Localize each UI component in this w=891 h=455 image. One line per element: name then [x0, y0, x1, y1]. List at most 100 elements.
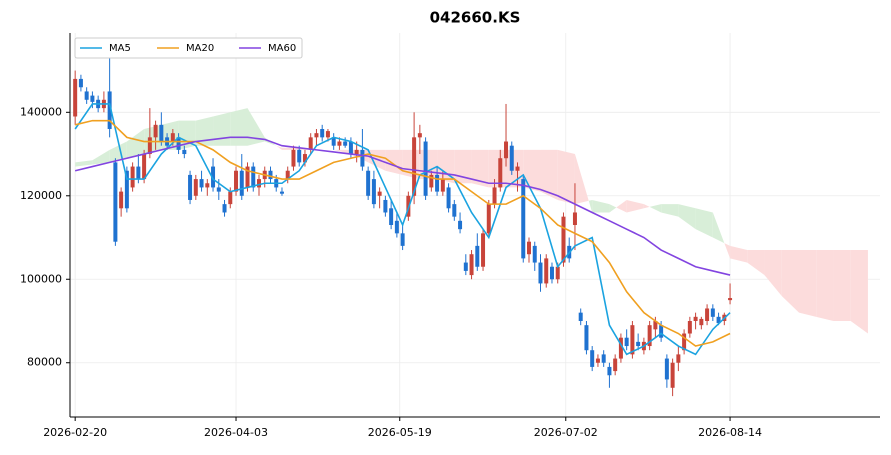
candle-body: [147, 137, 152, 155]
candle-body: [211, 166, 216, 188]
legend-label: MA5: [109, 43, 131, 54]
cloud: [850, 250, 868, 334]
candle-body: [435, 174, 440, 192]
candle-body: [107, 91, 112, 129]
cloud: [712, 212, 725, 244]
cloud: [126, 129, 145, 159]
candle-body: [607, 366, 612, 376]
candle-body: [561, 216, 566, 263]
candle-body: [325, 131, 330, 138]
candle-body: [630, 325, 635, 355]
candle-body: [251, 166, 256, 188]
y-tick-label: 80000: [27, 356, 62, 369]
x-tick-label: 2026-08-14: [698, 426, 762, 439]
cloud: [385, 149, 403, 175]
candle-body: [337, 141, 342, 146]
candle-body: [716, 316, 721, 324]
cloud: [264, 137, 277, 146]
candle-body: [234, 170, 239, 192]
candle-body: [572, 212, 577, 225]
cloud: [230, 108, 248, 146]
candle-body: [84, 91, 89, 100]
candle-body: [343, 141, 348, 146]
candle-body: [705, 308, 710, 321]
x-tick-label: 2026-04-03: [204, 426, 268, 439]
candle-body: [664, 358, 669, 380]
cloud: [471, 149, 489, 188]
cloud: [781, 250, 799, 313]
x-tick-label: 2026-05-19: [368, 426, 432, 439]
legend-label: MA60: [268, 43, 296, 54]
candle-body: [423, 141, 428, 196]
candle-body: [394, 220, 399, 234]
candle-body: [693, 316, 698, 321]
y-tick-label: 100000: [20, 272, 62, 285]
candle-body: [699, 318, 704, 326]
candle-body: [601, 354, 606, 363]
cloud: [678, 204, 696, 230]
candle-body: [113, 162, 118, 242]
candle-body: [613, 358, 618, 372]
candle-body: [728, 298, 733, 301]
cloud: [488, 149, 507, 188]
candle-body: [446, 187, 451, 209]
candle-body: [647, 325, 652, 347]
candle-body: [595, 358, 600, 363]
ma-line: [74, 136, 731, 276]
cloud: [643, 204, 650, 209]
candle-body: [670, 362, 675, 388]
candle-body: [314, 133, 319, 138]
candle-body: [119, 191, 124, 209]
candle-body: [527, 241, 531, 255]
candle-body: [228, 191, 233, 205]
cloud: [195, 116, 214, 146]
candle-body: [452, 204, 457, 217]
candle-body: [544, 258, 549, 284]
cloud: [419, 149, 438, 180]
candle-body: [279, 191, 284, 194]
candle-body: [199, 179, 204, 188]
candle-body: [687, 321, 692, 334]
candle-body: [636, 341, 641, 347]
cloud: [833, 250, 851, 321]
candle-body: [486, 204, 491, 234]
candle-body: [676, 354, 681, 363]
candle-body: [124, 170, 129, 209]
candle-body: [302, 154, 307, 163]
candle-body: [440, 179, 445, 192]
candle-body: [193, 179, 198, 196]
candle-body: [538, 262, 543, 284]
candle-body: [584, 325, 589, 351]
cloud: [626, 199, 644, 213]
candle-body: [73, 78, 78, 117]
cloud: [588, 199, 593, 213]
cloud: [616, 199, 627, 213]
candle-body: [176, 137, 181, 150]
candle-body: [205, 183, 210, 188]
candle-body: [245, 166, 250, 188]
candle-body: [515, 166, 520, 171]
candle-body: [136, 166, 141, 180]
candle-body: [624, 337, 629, 347]
candle-body: [188, 174, 193, 200]
cloud: [454, 149, 472, 184]
ma-line: [74, 103, 731, 356]
candle-body: [291, 149, 296, 167]
candle-body: [371, 179, 376, 205]
candle-body: [659, 325, 664, 338]
cloud: [281, 147, 300, 150]
candle-body: [492, 187, 497, 205]
candle-body: [130, 166, 135, 188]
candle-body: [682, 333, 687, 351]
legend-label: MA20: [186, 43, 214, 54]
candle-body: [360, 149, 365, 167]
candle-body: [377, 191, 382, 196]
candle-body: [578, 312, 583, 321]
cloud: [747, 250, 765, 276]
candle-body: [710, 308, 715, 317]
cloud: [92, 149, 110, 165]
candle-body: [239, 170, 244, 196]
candle-body: [90, 95, 95, 102]
candle-body: [182, 149, 187, 155]
candle-body: [429, 174, 434, 188]
